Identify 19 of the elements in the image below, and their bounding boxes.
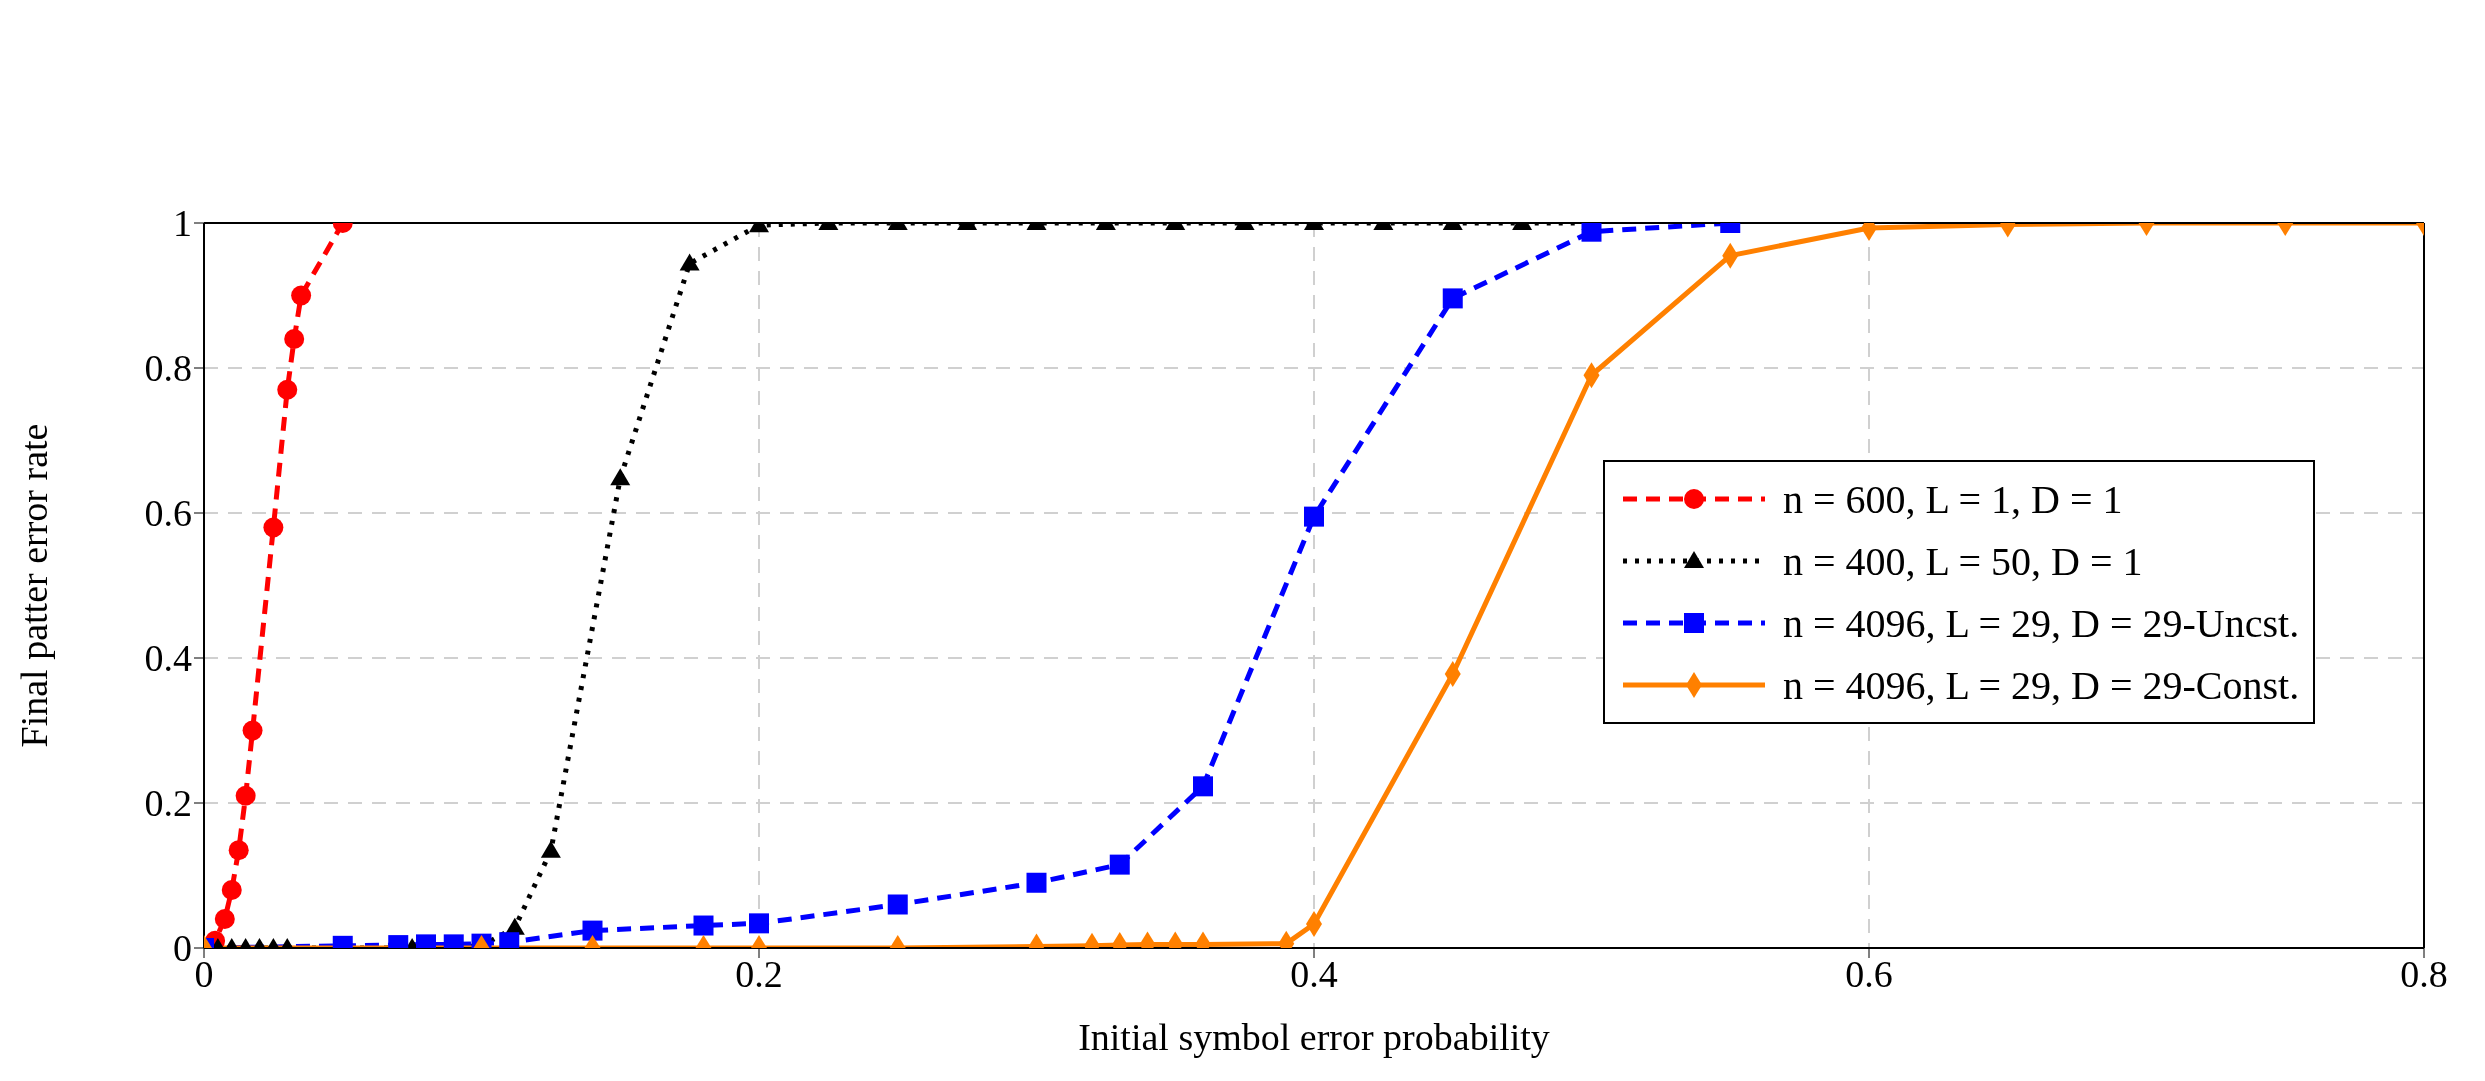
- x-tick-label: 0.4: [1290, 952, 1338, 995]
- y-axis-title: Final patter error rate: [13, 423, 56, 748]
- x-axis-title: Initial symbol error probability: [1078, 1016, 1550, 1058]
- legend-label: n = 4096, L = 29, D = 29-Const.: [1783, 661, 2300, 709]
- point: [277, 379, 298, 400]
- y-tick-label: 0.8: [144, 347, 192, 390]
- y-tick-label: 0.4: [144, 637, 192, 680]
- x-tick-label: 0.6: [1845, 952, 1893, 995]
- x-tick-label: 0.8: [2400, 952, 2448, 995]
- y-tick-label: 0.6: [144, 492, 192, 535]
- y-tick-label: 0.2: [144, 782, 192, 825]
- point: [263, 517, 284, 538]
- point: [1304, 506, 1324, 527]
- legend-label: n = 600, L = 1, D = 1: [1783, 475, 2123, 523]
- legend-label: n = 400, L = 50, D = 1: [1783, 537, 2143, 585]
- y-tick-label: 1: [173, 202, 192, 245]
- legend-label: n = 4096, L = 29, D = 29-Uncst.: [1783, 599, 2300, 647]
- x-tick-label: 0.2: [735, 952, 783, 995]
- point: [610, 468, 631, 486]
